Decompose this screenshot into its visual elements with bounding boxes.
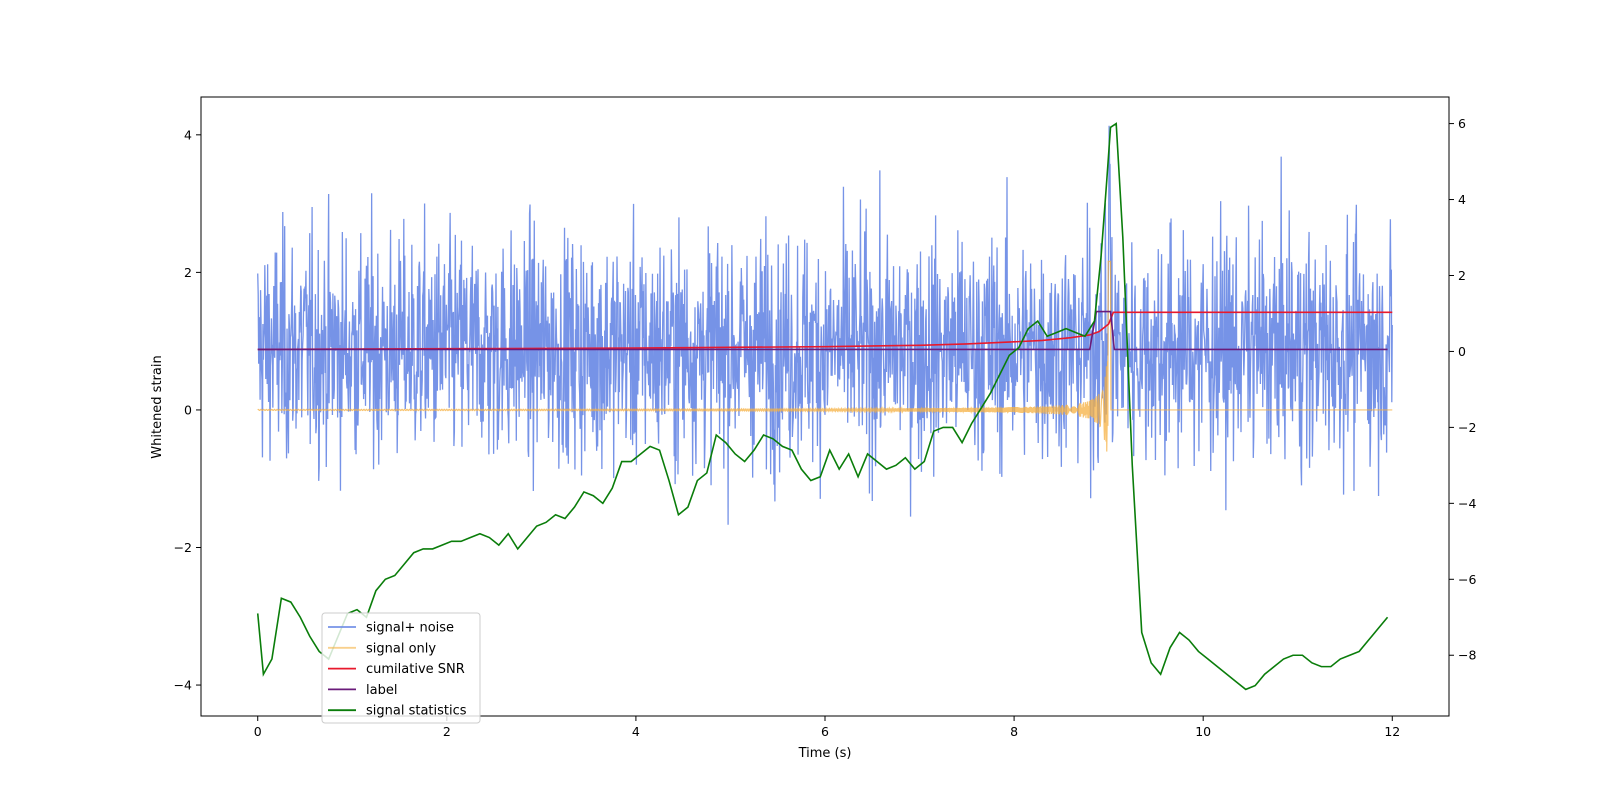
legend-label: cumilative SNR — [366, 662, 465, 677]
legend-item-cumulative-snr: cumilative SNR — [328, 662, 465, 677]
x-tick-label: 6 — [821, 724, 829, 739]
axes: 0 2 4 6 8 10 12 −4 −2 0 2 4 −8 −6 −4 −2 0 2 4 6 — [174, 116, 1477, 739]
x-tick-label: 10 — [1195, 724, 1211, 739]
legend-label: signal statistics — [366, 704, 467, 719]
series-signal-only-line — [257, 260, 1393, 452]
x-tick-label: 4 — [632, 724, 640, 739]
y-tick-label-right: −4 — [1458, 496, 1476, 511]
legend-label: signal+ noise — [366, 621, 454, 636]
y-axis-label-left: Whitened strain — [150, 355, 165, 458]
y-tick-label-left: −4 — [174, 678, 192, 693]
y-tick-label-right: 4 — [1458, 192, 1466, 207]
plot-area — [256, 122, 1393, 691]
series-label-line — [257, 310, 1388, 351]
legend-item-signal-only: signal only — [328, 641, 436, 656]
y-tick-label-left: 0 — [184, 402, 192, 417]
y-tick-label-right: −2 — [1458, 420, 1476, 435]
legend: signal+ noise signal only cumilative SNR la… — [321, 612, 481, 724]
series-cumulative-snr-line — [257, 311, 1393, 351]
y-tick-label-right: −8 — [1458, 648, 1476, 663]
x-axis-label: Time (s) — [798, 746, 852, 761]
y-tick-label-right: 0 — [1458, 344, 1466, 359]
legend-item-signal-noise: signal+ noise — [328, 621, 454, 636]
legend-item-signal-statistics: signal statistics — [328, 704, 467, 719]
y-tick-label-left: 4 — [184, 127, 192, 142]
legend-box — [321, 612, 481, 724]
y-tick-label-right: 6 — [1458, 116, 1466, 131]
y-tick-label-right: 2 — [1458, 268, 1466, 283]
series-signal-noise-line — [257, 125, 1393, 525]
series-signal-statistics-line — [256, 122, 1389, 691]
x-tick-label: 8 — [1010, 724, 1018, 739]
x-tick-label: 0 — [254, 724, 262, 739]
x-tick-label: 2 — [443, 724, 451, 739]
y-tick-label-right: −6 — [1458, 572, 1476, 587]
legend-label: label — [366, 683, 397, 698]
y-tick-label-left: −2 — [174, 540, 192, 555]
legend-item-label: label — [328, 683, 397, 698]
x-tick-label: 12 — [1384, 724, 1400, 739]
legend-label: signal only — [366, 641, 436, 656]
y-tick-label-left: 2 — [184, 265, 192, 280]
